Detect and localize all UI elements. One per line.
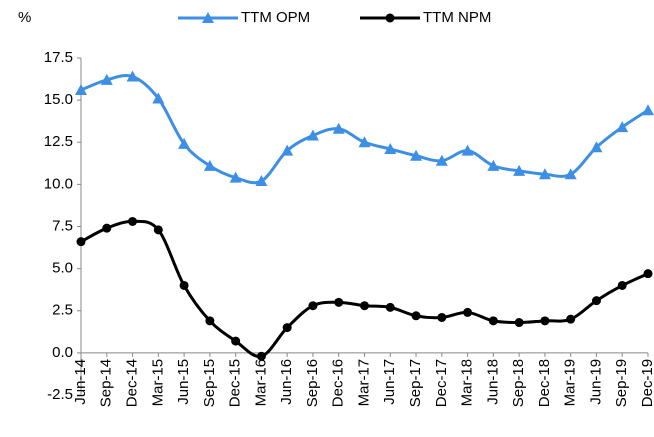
x-tick-label: Mar-19 [562, 359, 579, 407]
x-tick-label: Mar-15 [149, 359, 166, 407]
point [229, 171, 242, 183]
point [564, 168, 577, 180]
x-tick-label: Mar-18 [459, 359, 476, 407]
x-tick-label: Sep-16 [304, 359, 321, 407]
series-line [80, 219, 649, 358]
point [538, 168, 551, 180]
point [308, 301, 318, 311]
y-tick-label: 2.5 [52, 302, 73, 319]
point [411, 311, 421, 321]
point [178, 137, 191, 149]
x-tick-label: Mar-17 [355, 359, 372, 407]
point [514, 318, 524, 328]
point [203, 159, 216, 171]
point [128, 216, 138, 226]
x-tick-label: Dec-18 [536, 359, 553, 407]
legend-label: TTM NPM [423, 9, 491, 26]
x-tick-label: Sep-14 [98, 359, 115, 407]
point [616, 121, 629, 133]
x-tick-label: Dec-15 [227, 359, 244, 407]
point [102, 223, 112, 233]
x-tick-label: Jun-19 [587, 359, 604, 405]
x-tick-label: Sep-19 [613, 359, 630, 407]
point [487, 159, 500, 171]
point [231, 336, 241, 346]
point [488, 316, 498, 326]
point [282, 323, 292, 333]
y-tick-label: -2.5 [47, 386, 73, 403]
point [591, 296, 601, 306]
point [75, 84, 87, 96]
point [463, 307, 473, 317]
point [281, 144, 294, 156]
y-tick-label: 10.0 [44, 175, 73, 192]
point [76, 237, 86, 247]
point [513, 164, 526, 176]
point [437, 312, 447, 322]
y-tick-label: 7.5 [52, 217, 73, 234]
y-tick-label: 17.5 [44, 49, 73, 66]
legend-label: TTM OPM [241, 9, 310, 26]
series-line [80, 73, 649, 185]
point [410, 149, 423, 161]
x-tick-label: Jun-14 [72, 359, 89, 405]
x-tick-label: Sep-18 [510, 359, 527, 407]
x-tick-label: Sep-15 [201, 359, 218, 407]
x-tick-label: Dec-19 [639, 359, 654, 407]
point [100, 73, 113, 85]
legend-marker [385, 13, 395, 23]
point [126, 70, 139, 82]
point [540, 316, 550, 326]
point [590, 141, 603, 153]
y-tick-label: 0.0 [52, 344, 73, 361]
point [255, 175, 268, 187]
x-tick-label: Sep-17 [407, 359, 424, 407]
y-tick-label: 15.0 [44, 91, 73, 108]
point [360, 301, 369, 311]
point [642, 104, 654, 116]
y-tick-label: 12.5 [44, 133, 73, 150]
y-axis-label: % [18, 9, 31, 26]
point [334, 297, 344, 307]
x-tick-label: Jun-15 [175, 359, 192, 405]
point [385, 302, 395, 312]
point [435, 154, 448, 166]
point [205, 316, 215, 326]
point [152, 92, 165, 104]
point [643, 269, 653, 279]
x-tick-label: Jun-17 [381, 359, 398, 405]
point [306, 129, 319, 141]
legend-marker [202, 12, 214, 23]
x-tick-label: Jun-18 [484, 359, 501, 405]
x-tick-label: Dec-14 [124, 359, 141, 407]
point [566, 314, 576, 324]
point [461, 144, 474, 156]
x-tick-label: Dec-16 [330, 359, 347, 407]
x-tick-label: Jun-16 [278, 359, 295, 405]
y-tick-label: 5.0 [52, 260, 73, 277]
point [617, 280, 627, 290]
point [332, 122, 345, 134]
x-tick-label: Mar-16 [252, 359, 269, 407]
point [153, 225, 163, 235]
point [384, 142, 397, 154]
point [256, 351, 266, 361]
point [179, 280, 189, 290]
x-tick-label: Dec-17 [433, 359, 450, 407]
point [358, 136, 371, 148]
